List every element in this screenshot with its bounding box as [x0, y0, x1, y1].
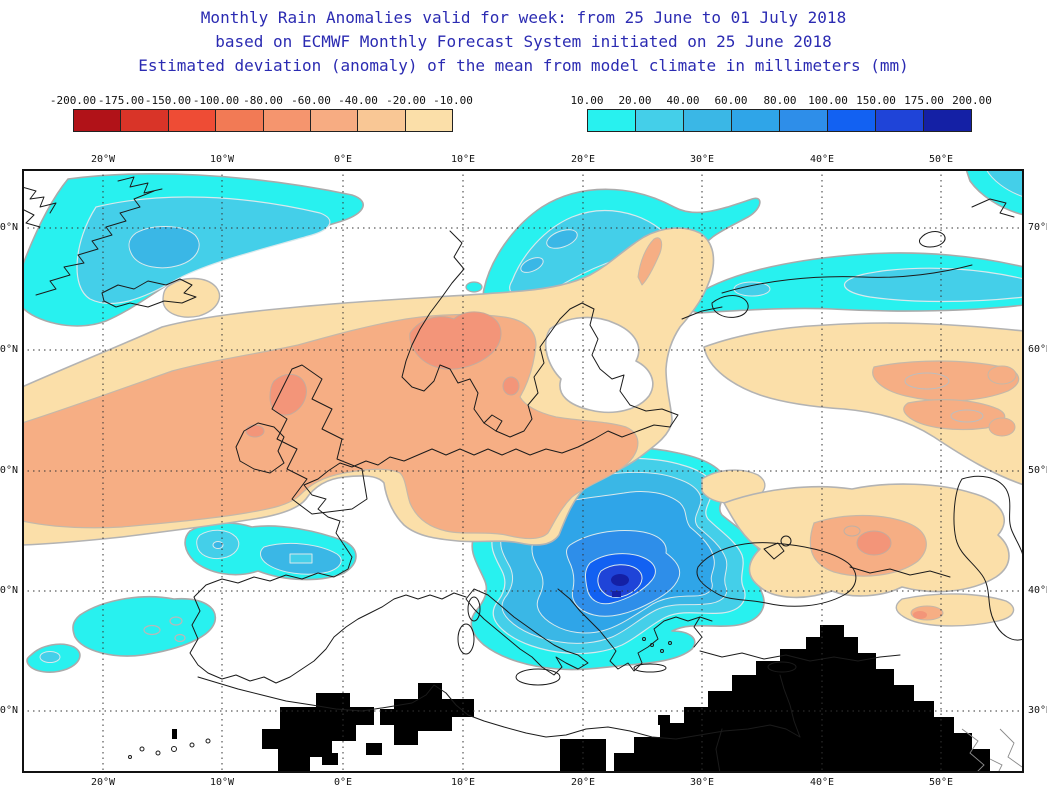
lon-label-bottom: 40°E — [809, 777, 835, 788]
pos-color-cell — [731, 109, 780, 132]
map-frame — [22, 169, 1024, 773]
lat-label-left: 40°N — [0, 585, 18, 596]
pos-scale-label: 100.00 — [808, 94, 848, 107]
neg-color-cell — [262, 109, 311, 132]
lon-label-bottom: 20°W — [90, 777, 116, 788]
graticule — [22, 169, 1024, 773]
title-line-2: based on ECMWF Monthly Forecast System i… — [215, 32, 832, 51]
lon-label-top: 10°E — [450, 154, 476, 165]
pos-scale-label: 150.00 — [856, 94, 896, 107]
lon-label-bottom: 50°E — [928, 777, 954, 788]
lat-label-left: 60°N — [0, 344, 18, 355]
lon-label-top: 40°E — [809, 154, 835, 165]
lat-label-right: 60°N — [1028, 344, 1047, 355]
lon-label-top: 0°E — [333, 154, 353, 165]
lat-label-right: 30°N — [1028, 705, 1047, 716]
neg-color-cell — [120, 109, 169, 132]
neg-color-cell — [309, 109, 359, 132]
lon-label-top: 20°W — [90, 154, 116, 165]
lat-label-left: 70°N — [0, 222, 18, 233]
title-block: Monthly Rain Anomalies valid for week: f… — [0, 6, 1047, 78]
neg-scale-label: -10.00 — [433, 94, 473, 107]
neg-color-cell — [357, 109, 406, 132]
neg-scale-label: -60.00 — [291, 94, 331, 107]
anomaly-map-canvas — [22, 169, 1024, 773]
pos-scale-label: 175.00 — [904, 94, 944, 107]
negative-anomaly-regions — [22, 227, 1024, 627]
neg-color-cell — [167, 109, 217, 132]
pos-color-cell — [683, 109, 732, 132]
pos-scale-label: 10.00 — [570, 94, 604, 107]
lat-label-right: 40°N — [1028, 585, 1047, 596]
lon-label-bottom: 20°E — [570, 777, 596, 788]
map-border — [22, 169, 1024, 773]
pos-scale-label: 40.00 — [666, 94, 700, 107]
neg-scale-label: -80.00 — [243, 94, 283, 107]
pos-color-cell — [827, 109, 876, 132]
lat-label-left: 30°N — [0, 705, 18, 716]
lon-label-bottom: 10°E — [450, 777, 476, 788]
coastlines — [22, 176, 1024, 773]
neg-scale-label: -175.00 — [97, 94, 145, 107]
neg-scale-label: -100.00 — [192, 94, 240, 107]
pos-color-cell — [779, 109, 828, 132]
missing-data-mask — [172, 625, 990, 773]
pos-color-cell — [923, 109, 972, 132]
lat-label-right: 70°N — [1028, 222, 1047, 233]
neg-color-cell — [215, 109, 264, 132]
pos-color-cell — [875, 109, 924, 132]
negative-colorbar — [73, 109, 453, 132]
positive-colorbar — [587, 109, 972, 132]
lon-label-top: 10°W — [209, 154, 235, 165]
lat-label-left: 50°N — [0, 465, 18, 476]
neg-color-cell — [404, 109, 453, 132]
pos-scale-label: 80.00 — [763, 94, 797, 107]
river-lines — [961, 728, 1023, 773]
neg-scale-label: -150.00 — [144, 94, 192, 107]
neg-scale-label: -200.00 — [49, 94, 97, 107]
lon-label-top: 50°E — [928, 154, 954, 165]
neg-scale-label: -40.00 — [338, 94, 378, 107]
pos-color-cell — [635, 109, 684, 132]
pos-color-cell — [587, 109, 636, 132]
neg-scale-label: -20.00 — [386, 94, 426, 107]
pos-scale-label: 20.00 — [618, 94, 652, 107]
pos-scale-label: 60.00 — [714, 94, 748, 107]
lon-label-bottom: 30°E — [689, 777, 715, 788]
title-line-3: Estimated deviation (anomaly) of the mea… — [138, 56, 909, 75]
lon-label-top: 30°E — [689, 154, 715, 165]
lat-label-right: 50°N — [1028, 465, 1047, 476]
lon-label-bottom: 10°W — [209, 777, 235, 788]
title-line-1: Monthly Rain Anomalies valid for week: f… — [200, 8, 847, 27]
neg-color-cell — [73, 109, 122, 132]
pos-scale-label: 200.00 — [952, 94, 992, 107]
lon-label-bottom: 0°E — [333, 777, 353, 788]
lon-label-top: 20°E — [570, 154, 596, 165]
